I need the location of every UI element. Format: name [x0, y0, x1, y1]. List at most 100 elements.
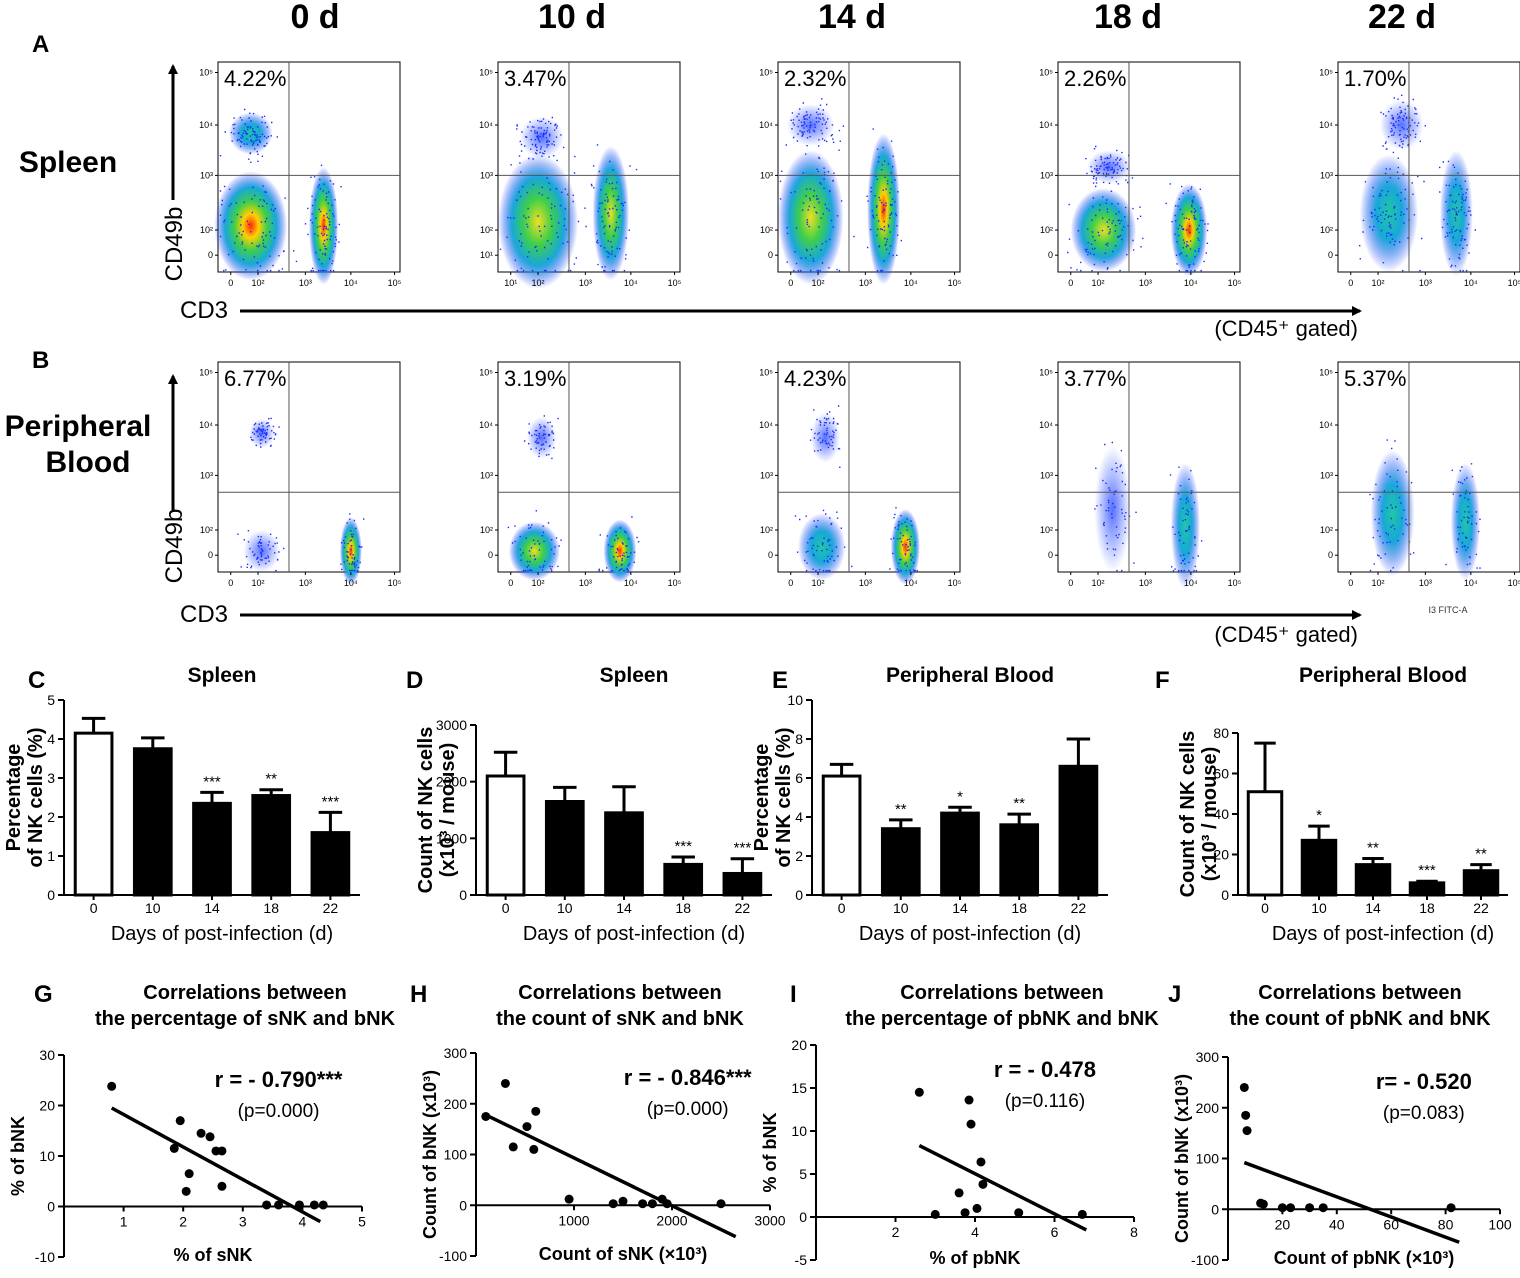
regression-line	[1243, 1160, 1460, 1244]
y-tick-label: 300	[1196, 1049, 1220, 1065]
bar-day-22	[1462, 869, 1500, 897]
y-tick-label: 200	[444, 1096, 468, 1112]
panel-letter-e: E	[772, 667, 788, 694]
x-tick-label: 14	[204, 900, 220, 916]
x-tick-label: 10⁴	[904, 278, 918, 288]
bar-chart-e: Peripheral Blood 0 2 4 6 8 10 0 10 ** 14 * 18 ** 22 Day…	[751, 664, 1108, 945]
x-tick-label: 3000	[754, 1212, 785, 1228]
x-tick-label: 10⁵	[388, 578, 402, 588]
chart-title: Spleen	[188, 664, 257, 687]
y-tick-label: 3000	[436, 717, 467, 733]
flow-plot-spleen-3: 2.26% 10⁵ 10⁴ 10³ 10² 0 0 10² 10³ 10⁴ 10⁵	[1039, 61, 1242, 288]
y-tick-label: 100	[444, 1147, 468, 1163]
bar-day-14	[604, 811, 644, 897]
flow-plot-frame	[1337, 361, 1520, 573]
panel-letter-a: A	[32, 31, 49, 58]
flow-density-blob	[243, 530, 280, 572]
bar-day-0	[485, 774, 526, 897]
significance-mark: *	[1316, 807, 1322, 824]
x-tick-label: 10³	[1139, 578, 1152, 588]
flow-plot-spleen-1: 3.47% 10⁵ 10⁴ 10³ 10² 10¹ 10¹ 10² 10³ 10⁴ 10⁵	[479, 61, 682, 289]
column-header-18d: 18 d	[1094, 0, 1162, 36]
y-tick-label: 10¹	[480, 250, 493, 260]
x-tick-label: 8	[1130, 1224, 1138, 1240]
scatter-chart-h: Correlations between the count of sNK and…	[420, 982, 786, 1264]
chart-title-line1: Correlations between	[518, 982, 721, 1004]
y-tick-label: 10³	[200, 170, 213, 180]
x-tick-label: 10³	[579, 278, 592, 288]
x-tick-label: 10⁵	[1228, 278, 1242, 288]
x-tick-label: 0	[90, 900, 98, 916]
y-tick-label: 10³	[200, 470, 213, 480]
quadrant-percent: 6.77%	[224, 366, 286, 391]
y-tick-label: 4	[47, 731, 55, 747]
column-header-0d: 0 d	[290, 0, 339, 36]
y-tick-label: 6	[795, 770, 803, 786]
row-a-gate-note: (CD45⁺ gated)	[1214, 316, 1358, 341]
row-label-spleen: Spleen	[19, 146, 117, 179]
y-tick-label: 1	[47, 848, 55, 864]
quadrant-percent: 3.47%	[504, 66, 566, 91]
x-axis-label: % of pbNK	[930, 1248, 1021, 1268]
flow-density-blob	[592, 146, 630, 281]
data-point	[294, 1200, 304, 1210]
significance-mark: ***	[734, 840, 752, 857]
x-tick-label: 80	[1438, 1216, 1454, 1232]
y-tick-label: 10⁴	[1319, 420, 1333, 430]
quadrant-percent: 5.37%	[1344, 366, 1406, 391]
y-tick-label: 0	[47, 1199, 55, 1215]
scatter-chart-g: Correlations between the percentage of sN…	[8, 982, 396, 1265]
x-tick-label: 0	[1261, 900, 1269, 916]
y-tick-label: 30	[39, 1047, 55, 1063]
y-tick-label: 10⁴	[1039, 420, 1053, 430]
x-tick-label: 14	[952, 900, 968, 916]
bar-chart-c: Spleen 0 1 2 3 4 5 0 10 14 *** 18 ** 22 *** Days of pos…	[3, 664, 360, 945]
x-tick-label: 10³	[859, 578, 872, 588]
y-tick-label: -5	[795, 1252, 808, 1268]
x-tick-label: 0	[502, 900, 510, 916]
y-axis-label: Count of bNK (x10³)	[420, 1070, 440, 1239]
chart-title-line1: Correlations between	[1258, 982, 1461, 1004]
panel-letter-g: G	[34, 981, 53, 1008]
flow-density-blob	[519, 116, 564, 159]
y-tick-label: 0	[488, 550, 493, 560]
y-tick-label: 0	[208, 250, 213, 260]
x-tick-label: 10⁴	[344, 278, 358, 288]
y-tick-label: -10	[35, 1249, 55, 1265]
x-tick-label: 10²	[812, 578, 825, 588]
data-point	[964, 1095, 974, 1105]
correlation-r: r = - 0.478	[994, 1057, 1096, 1082]
data-point	[1305, 1203, 1315, 1213]
x-tick-label: 10³	[1419, 278, 1432, 288]
x-tick-label: 10³	[299, 278, 312, 288]
quadrant-percent: 4.23%	[784, 366, 846, 391]
y-tick-label: 300	[444, 1045, 468, 1061]
y-tick-label: 10⁴	[759, 120, 773, 130]
y-tick-label: 10	[39, 1148, 55, 1164]
y-axis-label-line2: of NK cells (%)	[773, 727, 795, 867]
x-tick-label: 10²	[252, 578, 265, 588]
flow-density-blob	[527, 416, 557, 459]
data-point	[716, 1199, 726, 1209]
y-tick-label: 10³	[1320, 470, 1333, 480]
y-axis-label-line2: (x10³ / mouse)	[437, 743, 459, 877]
row-b-gate-note: (CD45⁺ gated)	[1214, 622, 1358, 647]
data-point	[181, 1186, 191, 1196]
panel-letter-d: D	[406, 667, 423, 694]
flow-plot-spleen-4: 1.70% 10⁵ 10⁴ 10³ 10² 0 0 10² 10³ 10⁴ 10⁵	[1319, 61, 1520, 288]
data-point	[531, 1106, 541, 1116]
x-tick-label: 10	[557, 900, 573, 916]
y-tick-label: 200	[1196, 1100, 1220, 1116]
flow-event-dots	[507, 415, 640, 572]
y-tick-label: 0	[459, 887, 467, 903]
x-tick-label: 10⁴	[1184, 278, 1198, 288]
row-b-x-axis-label: CD3	[180, 601, 228, 628]
y-tick-label: 10⁵	[199, 368, 213, 378]
x-tick-label: 22	[1071, 900, 1087, 916]
data-point	[1277, 1203, 1287, 1213]
y-tick-label: 0	[459, 1197, 467, 1213]
x-tick-label: 18	[1011, 900, 1027, 916]
x-tick-label: 1000	[558, 1212, 589, 1228]
significance-mark: ***	[203, 773, 221, 790]
x-tick-label: 22	[735, 900, 751, 916]
